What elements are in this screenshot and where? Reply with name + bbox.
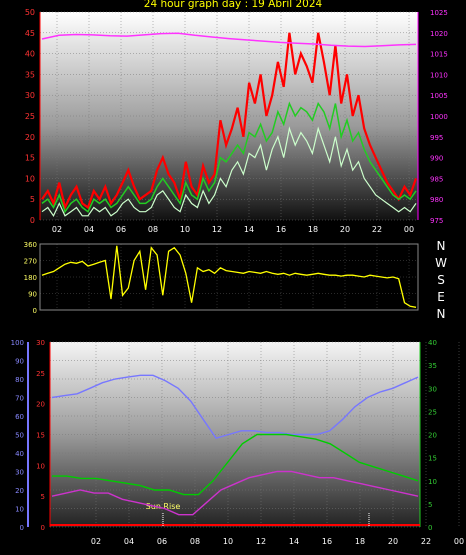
right-tick-label: 20 [428,432,437,440]
right-tick-label: 15 [428,455,437,463]
x-tick-label: 06 [116,225,126,234]
x-tick-label: 06 [157,537,167,546]
x-tick-label: 16 [276,225,286,234]
humidity-tick-label: 30 [15,469,24,477]
left-tick-label: 40 [25,50,35,59]
x-tick-label: 10 [223,537,233,546]
series-humidity [51,374,419,440]
right-tick-label: 1005 [430,92,448,100]
x-tick-label: 16 [322,537,332,546]
x-tick-label: 18 [355,537,365,546]
left-tick-label: 25 [25,112,35,121]
direction-tick-label: 180 [24,274,37,282]
left-tick-label: 5 [30,195,35,204]
right-tick-label: 1015 [430,51,448,59]
x-tick-label: 14 [289,537,299,546]
humidity-tick-label: 80 [15,376,24,384]
direction-tick-label: 0 [33,307,37,315]
series-pressure [41,32,417,48]
right-tick-label: 980 [430,196,443,204]
compass-label: N [437,307,446,321]
series-direction [41,245,417,308]
right-tick-label: 1000 [430,113,448,121]
temp-tick-label: 15 [36,432,45,440]
right-tick-label: 10 [428,478,437,486]
compass-label: W [435,256,447,270]
left-tick-label: 10 [25,174,35,183]
x-tick-label: 02 [91,537,101,546]
series-dew [51,470,419,516]
right-tick-label: 25 [428,408,437,416]
right-tick-label: 35 [428,362,437,370]
humidity-tick-label: 60 [15,413,24,421]
left-tick-label: 0 [30,216,35,225]
x-tick-label: 18 [308,225,318,234]
right-tick-label: 995 [430,134,443,142]
left-tick-label: 45 [25,29,35,38]
x-tick-label: 12 [256,537,266,546]
right-tick-label: 985 [430,175,443,183]
right-tick-label: 1010 [430,71,448,79]
x-tick-label: 20 [340,225,350,234]
x-tick-label: 12 [212,225,222,234]
humidity-tick-label: 70 [15,395,24,403]
temp-tick-label: 30 [36,339,45,347]
plot-background [50,342,420,527]
compass-label: E [437,290,445,304]
compass-label: S [437,273,445,287]
x-tick-label: 00 [404,225,414,234]
compass-label: N [437,239,446,253]
temp-tick-label: 20 [36,401,45,409]
right-tick-label: 1020 [430,30,448,38]
temp-tick-label: 10 [36,462,45,470]
temp-tick-label: 5 [41,493,45,501]
left-tick-label: 20 [25,133,35,142]
x-tick-label: 02 [52,225,62,234]
right-tick-label: 990 [430,155,443,163]
series-temp [52,433,419,496]
temp-tick-label: 25 [36,370,45,378]
right-tick-label: 5 [428,501,432,509]
humidity-tick-label: 10 [15,506,24,514]
x-tick-label: 00 [454,537,464,546]
x-tick-label: 10 [180,225,190,234]
sunrise-label: Sun Rise [146,502,181,511]
chart-title: 24 hour graph day : 19 Abril 2024 [143,0,323,10]
series-light [41,126,417,218]
x-tick-label: 20 [388,537,398,546]
series-gust [41,32,418,211]
x-tick-label: 22 [421,537,431,546]
direction-tick-label: 360 [24,241,37,249]
x-tick-label: 14 [244,225,254,234]
humidity-tick-label: 50 [15,432,24,440]
temp-tick-label: 0 [41,524,45,532]
left-tick-label: 15 [25,154,35,163]
x-tick-label: 08 [148,225,158,234]
right-tick-label: 1025 [430,9,448,17]
x-tick-label: 08 [190,537,200,546]
humidity-tick-label: 0 [20,524,24,532]
direction-tick-label: 90 [28,291,37,299]
humidity-tick-label: 40 [15,450,24,458]
humidity-tick-label: 100 [11,339,24,347]
humidity-tick-label: 20 [15,487,24,495]
series-avg [41,101,417,214]
x-tick-label: 22 [372,225,382,234]
x-tick-label: 04 [84,225,94,234]
right-tick-label: 0 [428,524,432,532]
left-tick-label: 30 [25,91,35,100]
x-tick-label: 04 [124,537,134,546]
left-tick-label: 50 [25,8,35,17]
right-tick-label: 975 [430,217,443,225]
right-tick-label: 30 [428,385,437,393]
plot-frame [39,243,419,311]
direction-tick-label: 270 [24,258,37,266]
left-tick-label: 35 [25,70,35,79]
humidity-tick-label: 90 [15,358,24,366]
right-tick-label: 40 [428,339,437,347]
